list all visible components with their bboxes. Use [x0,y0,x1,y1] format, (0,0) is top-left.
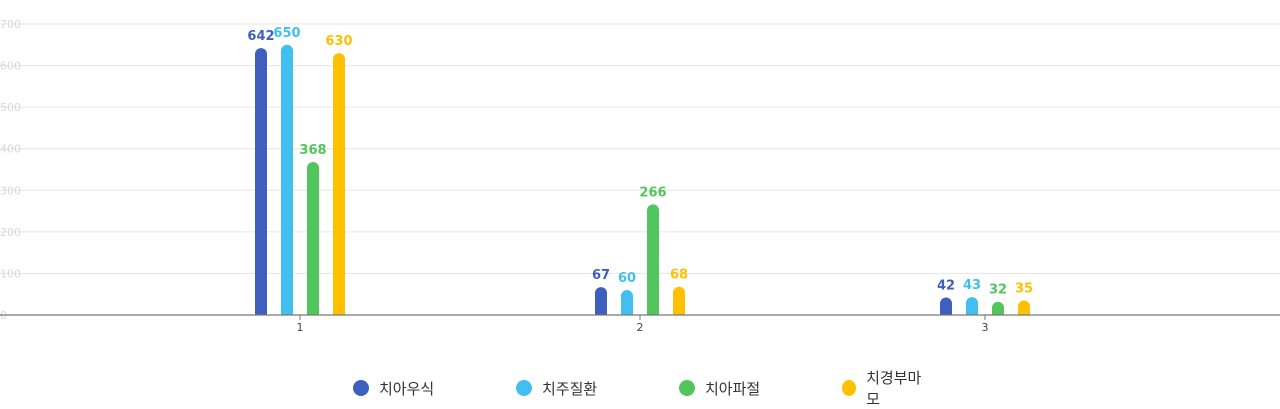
bar [333,53,345,315]
y-tick-label: 300 [0,184,21,197]
y-tick-label: 100 [0,267,21,280]
legend-label: 치경부마모 [866,369,922,408]
bar [621,290,633,315]
x-tick-label: 3 [982,321,989,334]
bar [595,287,607,315]
data-label: 35 [1015,281,1033,296]
gridlines [0,23,1280,274]
legend-item[interactable]: 치주질환 [516,374,601,402]
data-label: 67 [592,268,610,283]
legend-item[interactable]: 치아우식 [353,374,438,402]
data-label: 630 [325,34,352,49]
bar [1018,300,1030,315]
bar [281,44,293,316]
bar [940,297,952,315]
data-label: 266 [639,185,666,200]
data-label: 368 [299,143,326,158]
data-label: 650 [273,26,300,41]
bar [255,48,267,316]
y-tick-label: 400 [0,143,21,156]
legend-label: 치아우식 [379,379,435,398]
legend-label: 치주질환 [542,379,598,398]
y-tick-label: 700 [0,18,21,31]
data-label: 32 [989,283,1007,298]
legend-swatch-icon [353,380,369,396]
y-tick-label: 500 [0,101,21,114]
data-label: 642 [247,29,274,44]
y-tick-label: 200 [0,226,21,239]
x-axis: 1 2 3 [0,314,1280,334]
legend-swatch-icon [679,380,695,396]
bar [966,297,978,315]
bar [647,204,659,315]
data-label: 60 [618,271,636,286]
bar [992,301,1004,315]
y-tick-label: 600 [0,60,21,73]
bar [673,286,685,315]
data-labels: 642 67 42 650 60 43 368 266 32 630 68 35 [247,26,1033,298]
bar [307,162,319,315]
data-label: 43 [963,278,981,293]
bar-chart: 0100200300400500600700 64267426506043368… [0,18,1280,334]
x-tick-label: 1 [297,321,304,334]
legend-label: 치아파절 [705,379,761,398]
legend-swatch-icon [516,380,532,396]
y-axis: 0100200300400500600700 [0,18,21,322]
x-tick-label: 2 [637,321,644,334]
data-label: 42 [937,279,955,294]
legend-item[interactable]: 치아파절 [679,374,764,402]
legend: 치아우식 치주질환 치아파절 치경부마모 [0,369,1280,408]
legend-swatch-icon [842,380,857,396]
legend-item[interactable]: 치경부마모 [842,369,927,408]
bars [255,44,1030,316]
data-label: 68 [670,268,688,283]
